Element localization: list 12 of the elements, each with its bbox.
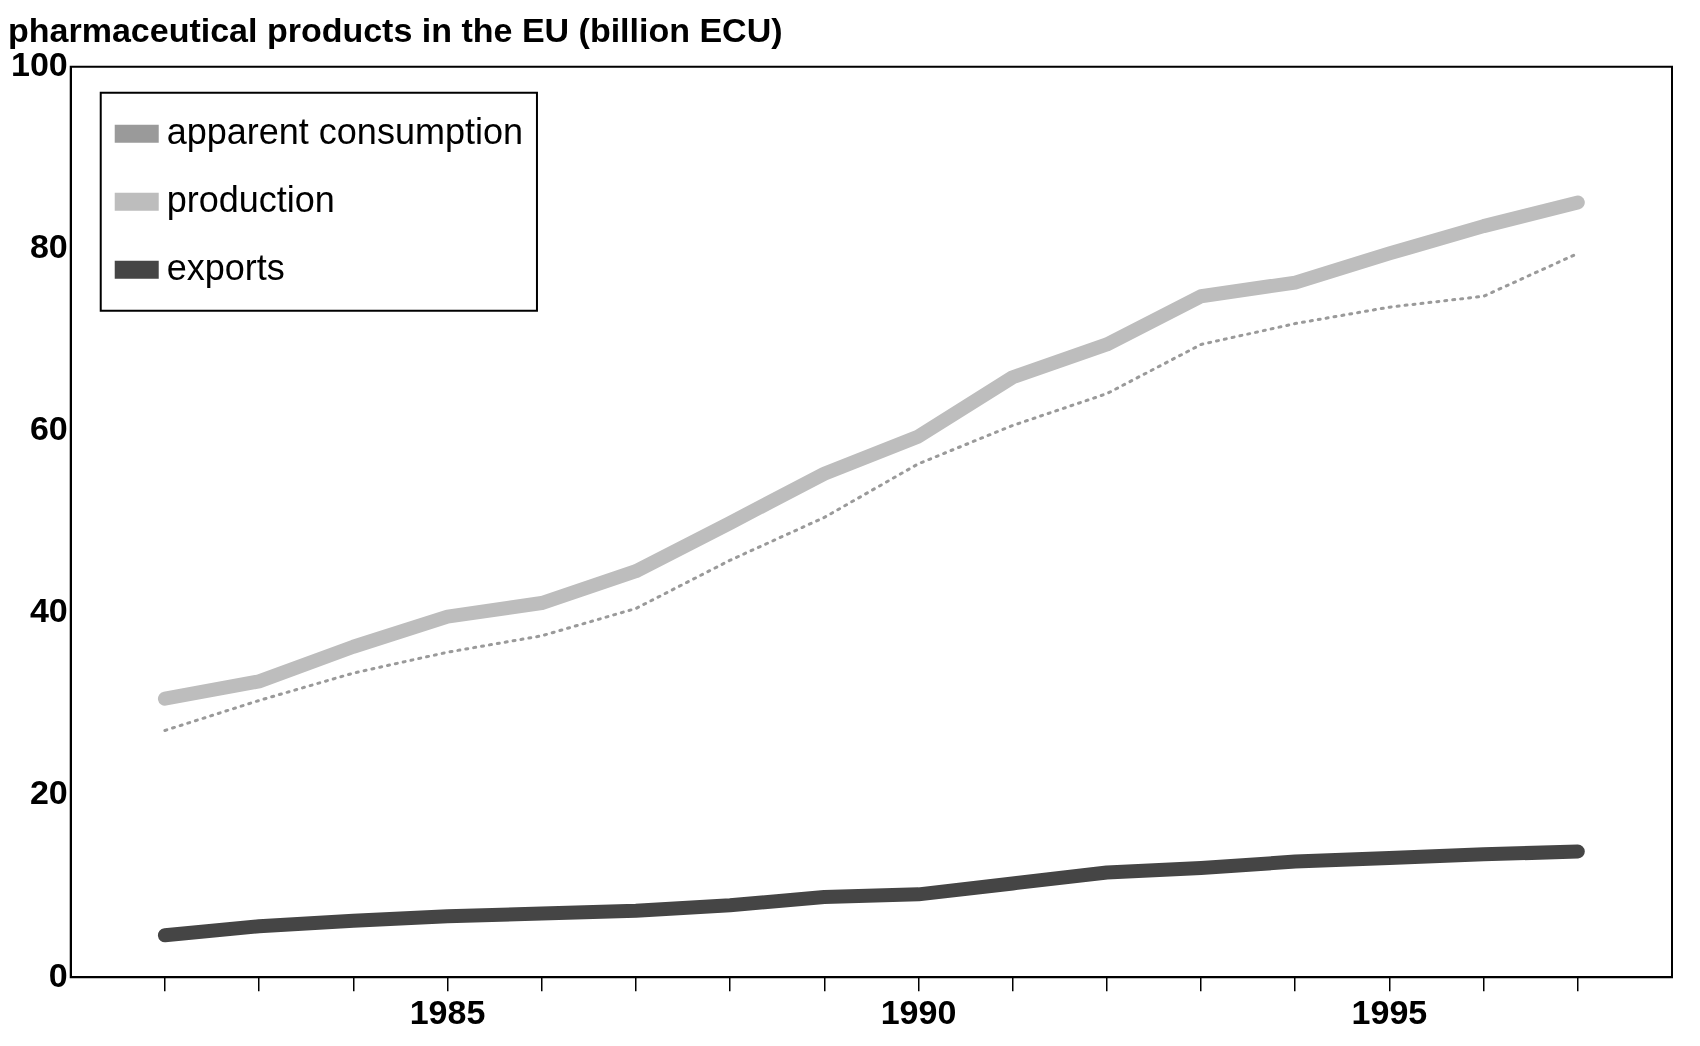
y-tick-label: 80 — [29, 227, 68, 266]
chart-title: pharmaceutical products in the EU (billion ECU) — [8, 10, 783, 49]
y-tick-label: 20 — [29, 773, 68, 812]
y-tick-label: 0 — [48, 955, 68, 994]
x-tick-label: 1985 — [409, 992, 486, 1031]
legend-label: apparent consumption — [166, 110, 523, 152]
legend-label: exports — [166, 246, 285, 288]
x-tick-label: 1995 — [1351, 992, 1428, 1031]
x-tick-label: 1990 — [880, 992, 957, 1031]
y-tick-label: 40 — [29, 591, 68, 630]
y-tick-label: 60 — [29, 409, 68, 448]
legend-label: production — [166, 178, 335, 220]
